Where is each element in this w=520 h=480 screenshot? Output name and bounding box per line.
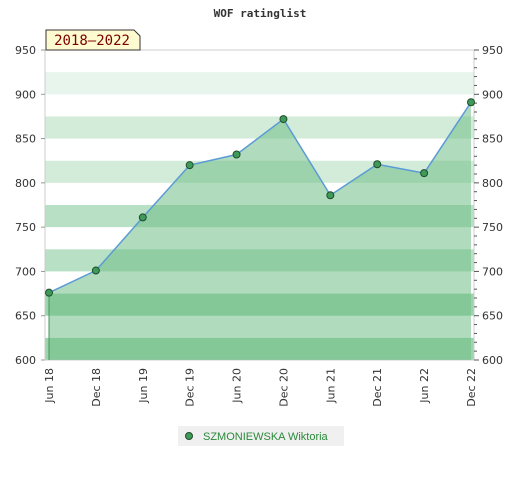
grid-band bbox=[45, 72, 474, 95]
legend-marker bbox=[185, 432, 193, 440]
data-point bbox=[279, 115, 288, 124]
y-tick-label-left: 650 bbox=[15, 310, 36, 323]
x-tick-label: Dec 18 bbox=[90, 368, 103, 407]
y-tick-label-right: 750 bbox=[482, 221, 503, 234]
x-axis: Jun 18 Dec 18 Jun 19 Dec 19 Jun 20 Dec 20 Jun … bbox=[43, 368, 478, 407]
x-tick-label: Jun 20 bbox=[231, 368, 244, 404]
y-tick-label-right: 850 bbox=[482, 133, 503, 146]
data-point bbox=[232, 150, 241, 159]
y-tick-label-left: 600 bbox=[15, 354, 36, 367]
x-tick-label: Jun 19 bbox=[137, 368, 150, 404]
x-tick-label: Dec 22 bbox=[465, 368, 478, 407]
legend-box bbox=[178, 426, 344, 446]
data-points bbox=[45, 98, 475, 297]
area-layer bbox=[48, 101, 472, 360]
y-tick-label-right: 950 bbox=[482, 44, 503, 57]
legend-entry: SZMONIEWSKA Wiktoria bbox=[203, 431, 329, 443]
series-line bbox=[48, 101, 472, 294]
y-axis-left: 600 650 700 750 800 850 900 950 bbox=[15, 44, 45, 367]
grid-band bbox=[45, 116, 474, 139]
data-point bbox=[138, 213, 147, 222]
data-point bbox=[91, 266, 100, 275]
x-tick-label: Jun 22 bbox=[418, 368, 431, 404]
x-tick-label: Jun 18 bbox=[43, 368, 56, 404]
y-axis-right: 600 650 700 750 800 850 900 950 bbox=[474, 44, 503, 367]
y-tick-label-right: 700 bbox=[482, 265, 503, 278]
period-badge-label: 2018–2022 bbox=[54, 33, 130, 49]
data-point bbox=[45, 288, 53, 297]
period-badge: 2018–2022 bbox=[45, 29, 141, 51]
x-tick-label: Dec 20 bbox=[277, 368, 290, 407]
data-point bbox=[185, 161, 194, 170]
y-tick-label-left: 750 bbox=[15, 221, 36, 234]
y-tick-label-right: 800 bbox=[482, 177, 503, 190]
data-point bbox=[420, 169, 429, 178]
x-tick-label: Jun 21 bbox=[324, 368, 337, 404]
chart-title: WOF ratinglist bbox=[214, 7, 307, 20]
x-tick-label: Dec 21 bbox=[371, 368, 384, 407]
period-badge-box bbox=[45, 29, 141, 51]
x-tick-label: Dec 19 bbox=[184, 368, 197, 407]
grid-band bbox=[45, 94, 474, 117]
data-point bbox=[467, 98, 475, 107]
data-point bbox=[326, 191, 335, 200]
y-tick-label-left: 800 bbox=[15, 177, 36, 190]
data-point bbox=[373, 160, 382, 169]
y-tick-label-right: 650 bbox=[482, 310, 503, 323]
y-tick-label-right: 900 bbox=[482, 88, 503, 101]
grid-band bbox=[45, 50, 474, 73]
y-tick-label-left: 700 bbox=[15, 265, 36, 278]
y-tick-label-left: 950 bbox=[15, 44, 36, 57]
y-tick-label-left: 900 bbox=[15, 88, 36, 101]
y-tick-label-left: 850 bbox=[15, 133, 36, 146]
legend: SZMONIEWSKA Wiktoria bbox=[178, 426, 344, 446]
y-tick-label-right: 600 bbox=[482, 354, 503, 367]
series-area bbox=[49, 102, 471, 360]
